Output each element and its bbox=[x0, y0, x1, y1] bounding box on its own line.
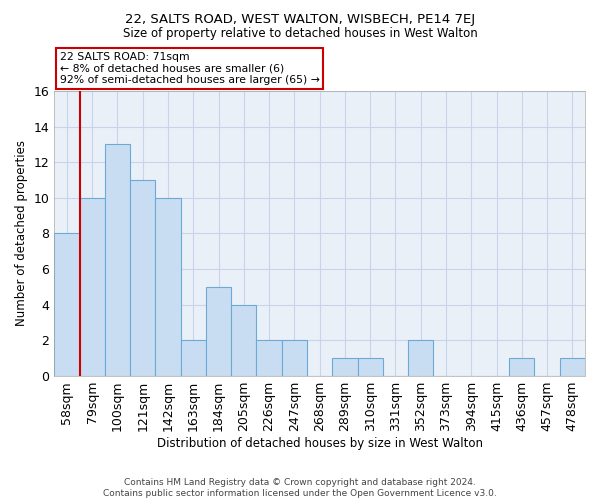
Bar bbox=[231, 305, 256, 376]
Text: 22, SALTS ROAD, WEST WALTON, WISBECH, PE14 7EJ: 22, SALTS ROAD, WEST WALTON, WISBECH, PE… bbox=[125, 12, 475, 26]
Bar bbox=[105, 144, 130, 376]
Bar bbox=[332, 358, 358, 376]
Y-axis label: Number of detached properties: Number of detached properties bbox=[15, 140, 28, 326]
Bar bbox=[181, 340, 206, 376]
Bar bbox=[509, 358, 535, 376]
Bar bbox=[155, 198, 181, 376]
Bar bbox=[206, 287, 231, 376]
Bar bbox=[408, 340, 433, 376]
Text: Contains HM Land Registry data © Crown copyright and database right 2024.
Contai: Contains HM Land Registry data © Crown c… bbox=[103, 478, 497, 498]
Bar bbox=[80, 198, 105, 376]
Bar bbox=[282, 340, 307, 376]
Bar bbox=[358, 358, 383, 376]
Text: Size of property relative to detached houses in West Walton: Size of property relative to detached ho… bbox=[122, 28, 478, 40]
Bar bbox=[54, 234, 80, 376]
Text: 22 SALTS ROAD: 71sqm
← 8% of detached houses are smaller (6)
92% of semi-detache: 22 SALTS ROAD: 71sqm ← 8% of detached ho… bbox=[59, 52, 319, 85]
Bar bbox=[130, 180, 155, 376]
X-axis label: Distribution of detached houses by size in West Walton: Distribution of detached houses by size … bbox=[157, 437, 482, 450]
Bar bbox=[560, 358, 585, 376]
Bar bbox=[256, 340, 282, 376]
